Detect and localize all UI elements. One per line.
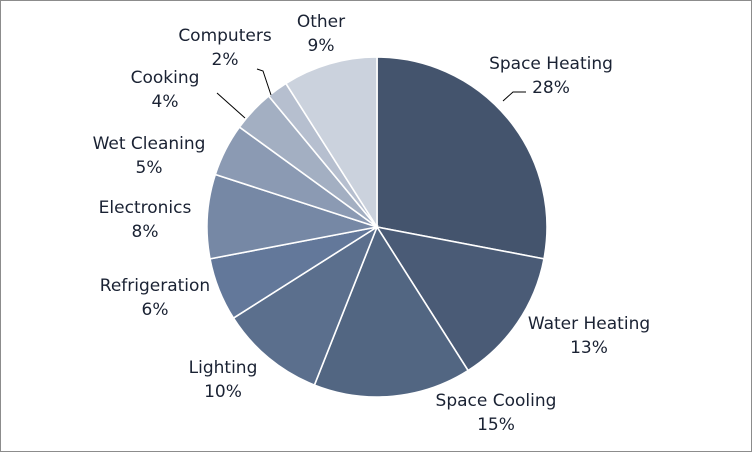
label-name-space-heating: Space Heating (489, 54, 613, 74)
leader-line-computers (256, 68, 272, 96)
label-value-lighting: 10% (204, 382, 242, 402)
leader-line-space-heating (502, 91, 526, 102)
label-value-wet-cleaning: 5% (136, 158, 163, 178)
label-refrigeration: Refrigeration 6% (100, 276, 210, 320)
label-space-cooling: Space Cooling 15% (436, 391, 557, 435)
label-lighting: Lighting 10% (189, 358, 258, 402)
label-value-refrigeration: 6% (142, 300, 169, 320)
slice-other (284, 56, 378, 230)
label-other: Other 9% (297, 12, 345, 56)
label-name-other: Other (297, 12, 345, 32)
slice-space-heating (376, 56, 548, 260)
label-value-cooking: 4% (152, 92, 179, 112)
label-electronics: Electronics 8% (99, 198, 192, 242)
label-value-other: 9% (308, 36, 335, 56)
slice-lighting (232, 225, 379, 387)
label-name-wet-cleaning: Wet Cleaning (93, 134, 206, 154)
label-name-lighting: Lighting (189, 358, 258, 378)
label-water-heating: Water Heating 13% (528, 314, 650, 358)
label-value-computers: 2% (212, 50, 239, 70)
label-value-space-cooling: 15% (477, 415, 515, 435)
label-value-electronics: 8% (132, 222, 159, 242)
label-computers: Computers 2% (178, 26, 272, 70)
label-cooking: Cooking 4% (131, 68, 200, 112)
label-name-water-heating: Water Heating (528, 314, 650, 334)
label-name-space-cooling: Space Cooling (436, 391, 557, 411)
label-name-refrigeration: Refrigeration (100, 276, 210, 296)
label-space-heating: Space Heating 28% (489, 54, 613, 98)
label-value-space-heating: 28% (532, 78, 570, 98)
label-value-water-heating: 13% (570, 338, 608, 358)
pie-slices (206, 56, 548, 398)
label-name-computers: Computers (178, 26, 272, 46)
slice-space-cooling (313, 225, 470, 398)
leader-line-cooking (216, 92, 246, 119)
label-wet-cleaning: Wet Cleaning 5% (93, 134, 206, 178)
leader-lines (216, 68, 526, 119)
label-name-cooking: Cooking (131, 68, 200, 88)
label-name-electronics: Electronics (99, 198, 192, 218)
slice-water-heating (375, 225, 545, 372)
slice-labels: Space Heating 28% Water Heating 13% Space Co… (93, 12, 651, 435)
